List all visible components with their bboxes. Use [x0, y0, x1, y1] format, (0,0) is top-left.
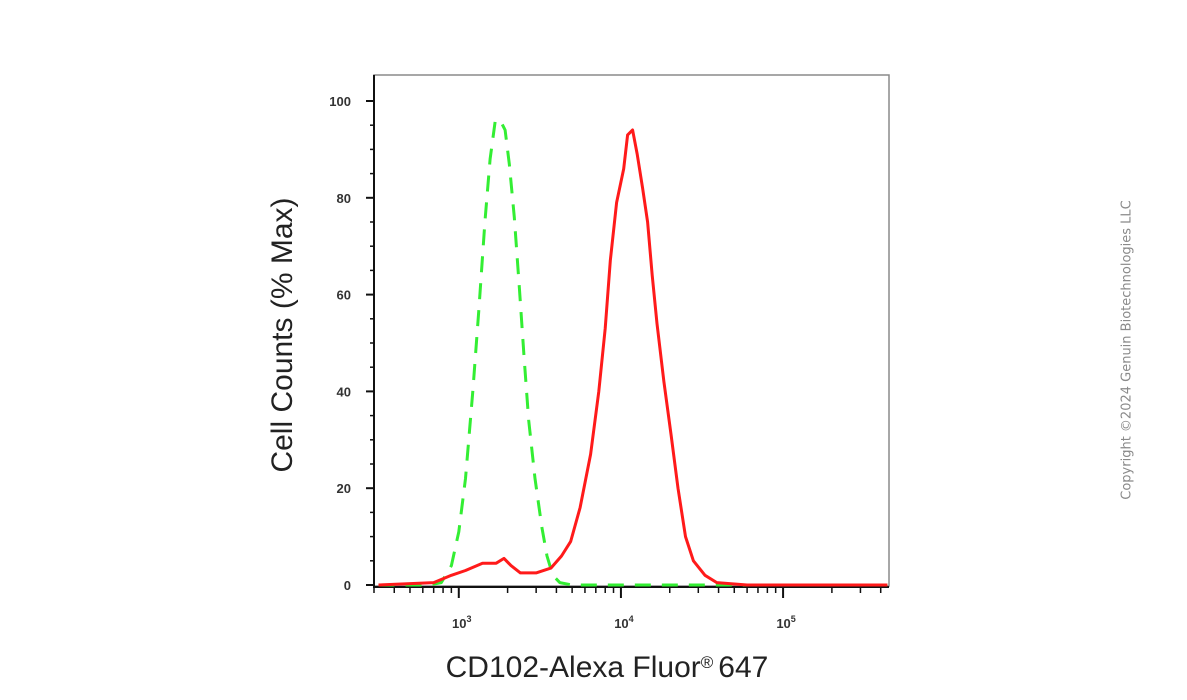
x-tick-label: 105 [776, 614, 795, 631]
x-axis-title: CD102-Alexa Fluor® 647 [446, 651, 769, 684]
y-tick-label: 60 [337, 288, 351, 303]
control-histogram-line [378, 118, 888, 587]
series-layer [378, 118, 888, 587]
y-tick-label: 0 [344, 578, 351, 593]
x-axis-ticks: 103 104 105 [373, 587, 882, 631]
stained-histogram-line [378, 128, 888, 587]
y-tick-label: 80 [337, 191, 351, 206]
x-axis-title-suffix: 647 [718, 651, 768, 684]
x-tick-label: 103 [452, 614, 471, 631]
plot-frame [373, 74, 890, 587]
y-axis-ticks: 0 20 40 60 80 100 [329, 94, 374, 593]
y-tick-label: 100 [329, 94, 351, 109]
x-axis-title-main: CD102-Alexa Fluor [446, 651, 701, 684]
y-tick-label: 40 [337, 384, 351, 399]
x-tick-label: 104 [614, 614, 633, 631]
copyright-watermark: Copyright ©2024 Genuin Biotechnologies L… [1119, 200, 1135, 500]
y-tick-label: 20 [337, 481, 351, 496]
y-axis-title: Cell Counts (% Max) [266, 197, 299, 472]
registered-mark: ® [701, 653, 714, 672]
